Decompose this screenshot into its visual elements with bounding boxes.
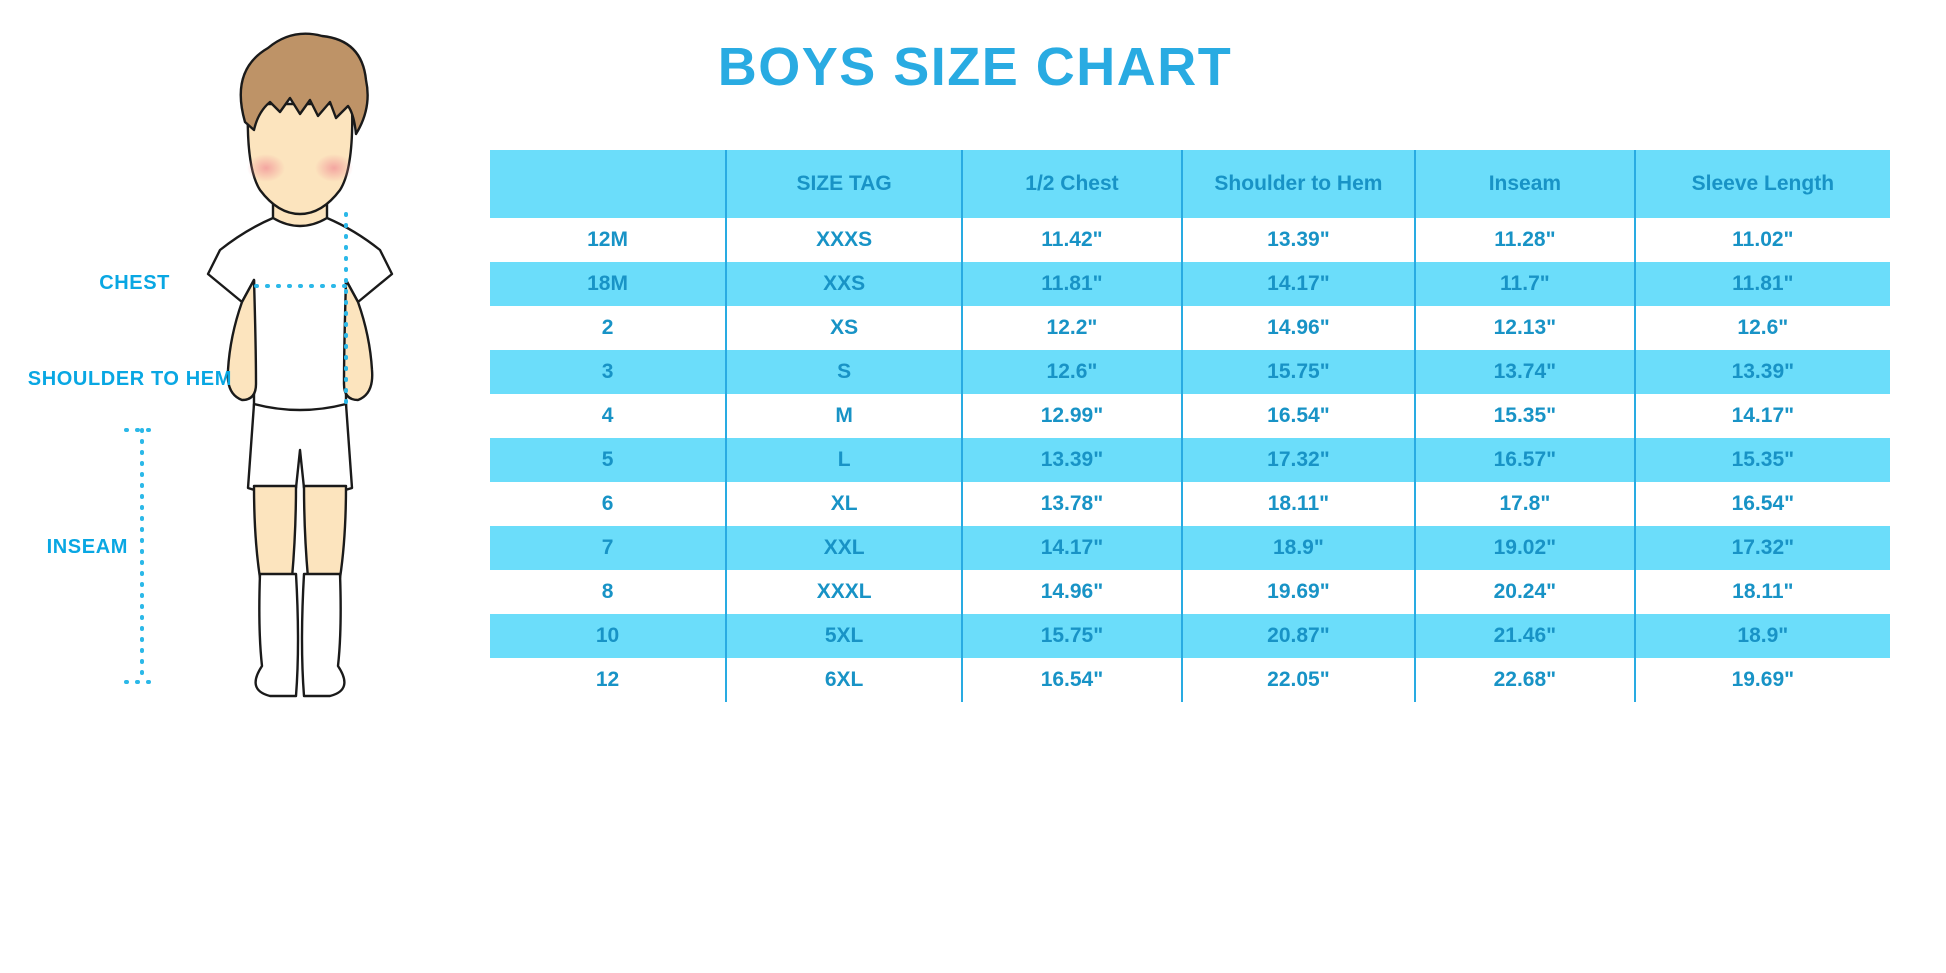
cell-size: 12 — [490, 658, 727, 702]
measure-label-inseam: INSEAM — [46, 536, 128, 558]
cell-sleeve-length: 16.54" — [1633, 482, 1890, 526]
cell-inseam: 11.28" — [1414, 218, 1635, 262]
cell-half-chest: 12.99" — [961, 394, 1182, 438]
cell-shoulder-to-hem: 14.17" — [1180, 262, 1416, 306]
cell-size: 4 — [490, 394, 727, 438]
cell-size-tag: XL — [725, 482, 963, 526]
cell-size-tag: XS — [725, 306, 963, 350]
cell-inseam: 19.02" — [1414, 526, 1635, 570]
cell-shoulder-to-hem: 13.39" — [1180, 218, 1416, 262]
table-row: 3 S 12.6" 15.75" 13.74" 13.39" — [490, 350, 1890, 394]
cell-size: 7 — [490, 526, 727, 570]
cell-inseam: 15.35" — [1414, 394, 1635, 438]
cell-size: 6 — [490, 482, 727, 526]
table-row: 7 XXL 14.17" 18.9" 19.02" 17.32" — [490, 526, 1890, 570]
cell-inseam: 12.13" — [1414, 306, 1635, 350]
cell-inseam: 16.57" — [1414, 438, 1635, 482]
cell-sleeve-length: 15.35" — [1633, 438, 1890, 482]
measure-label-shoulder-to-hem: SHOULDER TO HEM — [27, 368, 232, 390]
cell-inseam: 20.24" — [1414, 570, 1635, 614]
cell-half-chest: 11.42" — [961, 218, 1182, 262]
cell-half-chest: 16.54" — [961, 658, 1182, 702]
cell-inseam: 13.74" — [1414, 350, 1635, 394]
cell-size-tag: XXL — [725, 526, 963, 570]
table-header: SIZE TAG 1/2 Chest Shoulder to Hem Insea… — [490, 150, 1890, 218]
column-header-sleeve-length: Sleeve Length — [1633, 150, 1890, 218]
table-body: 12M XXXS 11.42" 13.39" 11.28" 11.02" 18M XXS 11.… — [490, 218, 1890, 702]
cell-size: 8 — [490, 570, 727, 614]
cell-shoulder-to-hem: 17.32" — [1180, 438, 1416, 482]
cell-size: 12M — [490, 218, 727, 262]
cell-half-chest: 13.39" — [961, 438, 1182, 482]
cell-size-tag: M — [725, 394, 963, 438]
cell-shoulder-to-hem: 19.69" — [1180, 570, 1416, 614]
cell-sleeve-length: 14.17" — [1633, 394, 1890, 438]
cell-sleeve-length: 11.02" — [1633, 218, 1890, 262]
cell-size: 5 — [490, 438, 727, 482]
measure-label-chest: CHEST — [99, 272, 170, 294]
page-title: BOYS SIZE CHART — [717, 37, 1233, 97]
illustration-panel: CHEST SHOULDER TO HEM INSEAM — [0, 0, 470, 973]
cell-size-tag: S — [725, 350, 963, 394]
cell-inseam: 11.7" — [1414, 262, 1635, 306]
cell-sleeve-length: 17.32" — [1633, 526, 1890, 570]
cell-size-tag: XXXL — [725, 570, 963, 614]
cell-half-chest: 13.78" — [961, 482, 1182, 526]
boy-figure-illustration — [206, 32, 394, 698]
column-header-size-tag: SIZE TAG — [725, 150, 963, 218]
cell-size: 18M — [490, 262, 727, 306]
size-table-container: SIZE TAG 1/2 Chest Shoulder to Hem Insea… — [490, 150, 1890, 702]
cell-shoulder-to-hem: 22.05" — [1180, 658, 1416, 702]
cell-half-chest: 11.81" — [961, 262, 1182, 306]
table-row: 18M XXS 11.81" 14.17" 11.7" 11.81" — [490, 262, 1890, 306]
size-chart-table: SIZE TAG 1/2 Chest Shoulder to Hem Insea… — [490, 150, 1890, 702]
cell-inseam: 22.68" — [1414, 658, 1635, 702]
cell-half-chest: 12.2" — [961, 306, 1182, 350]
inseam-guide-bracket — [124, 428, 160, 684]
cell-half-chest: 15.75" — [961, 614, 1182, 658]
cell-sleeve-length: 18.9" — [1633, 614, 1890, 658]
cell-half-chest: 14.96" — [961, 570, 1182, 614]
cell-inseam: 21.46" — [1414, 614, 1635, 658]
cell-shoulder-to-hem: 15.75" — [1180, 350, 1416, 394]
column-header-half-chest: 1/2 Chest — [961, 150, 1182, 218]
cell-sleeve-length: 18.11" — [1633, 570, 1890, 614]
cell-size-tag: L — [725, 438, 963, 482]
cell-size: 10 — [490, 614, 727, 658]
cell-size-tag: 6XL — [725, 658, 963, 702]
cell-half-chest: 12.6" — [961, 350, 1182, 394]
cell-shoulder-to-hem: 16.54" — [1180, 394, 1416, 438]
column-header-shoulder-to-hem: Shoulder to Hem — [1180, 150, 1416, 218]
cell-size-tag: XXXS — [725, 218, 963, 262]
cell-sleeve-length: 13.39" — [1633, 350, 1890, 394]
table-row: 12 6XL 16.54" 22.05" 22.68" 19.69" — [490, 658, 1890, 702]
cell-size-tag: XXS — [725, 262, 963, 306]
cell-size-tag: 5XL — [725, 614, 963, 658]
table-header-row: SIZE TAG 1/2 Chest Shoulder to Hem Insea… — [490, 150, 1890, 218]
table-row: 12M XXXS 11.42" 13.39" 11.28" 11.02" — [490, 218, 1890, 262]
cell-inseam: 17.8" — [1414, 482, 1635, 526]
cell-shoulder-to-hem: 18.9" — [1180, 526, 1416, 570]
cell-sleeve-length: 11.81" — [1633, 262, 1890, 306]
cell-size: 2 — [490, 306, 727, 350]
table-row: 5 L 13.39" 17.32" 16.57" 15.35" — [490, 438, 1890, 482]
table-row: 4 M 12.99" 16.54" 15.35" 14.17" — [490, 394, 1890, 438]
column-header-size — [490, 150, 727, 218]
cell-shoulder-to-hem: 14.96" — [1180, 306, 1416, 350]
cell-sleeve-length: 12.6" — [1633, 306, 1890, 350]
cell-half-chest: 14.17" — [961, 526, 1182, 570]
table-row: 2 XS 12.2" 14.96" 12.13" 12.6" — [490, 306, 1890, 350]
table-row: 10 5XL 15.75" 20.87" 21.46" 18.9" — [490, 614, 1890, 658]
cell-shoulder-to-hem: 18.11" — [1180, 482, 1416, 526]
cell-size: 3 — [490, 350, 727, 394]
column-header-inseam: Inseam — [1414, 150, 1635, 218]
cell-shoulder-to-hem: 20.87" — [1180, 614, 1416, 658]
cell-sleeve-length: 19.69" — [1633, 658, 1890, 702]
table-row: 8 XXXL 14.96" 19.69" 20.24" 18.11" — [490, 570, 1890, 614]
table-row: 6 XL 13.78" 18.11" 17.8" 16.54" — [490, 482, 1890, 526]
